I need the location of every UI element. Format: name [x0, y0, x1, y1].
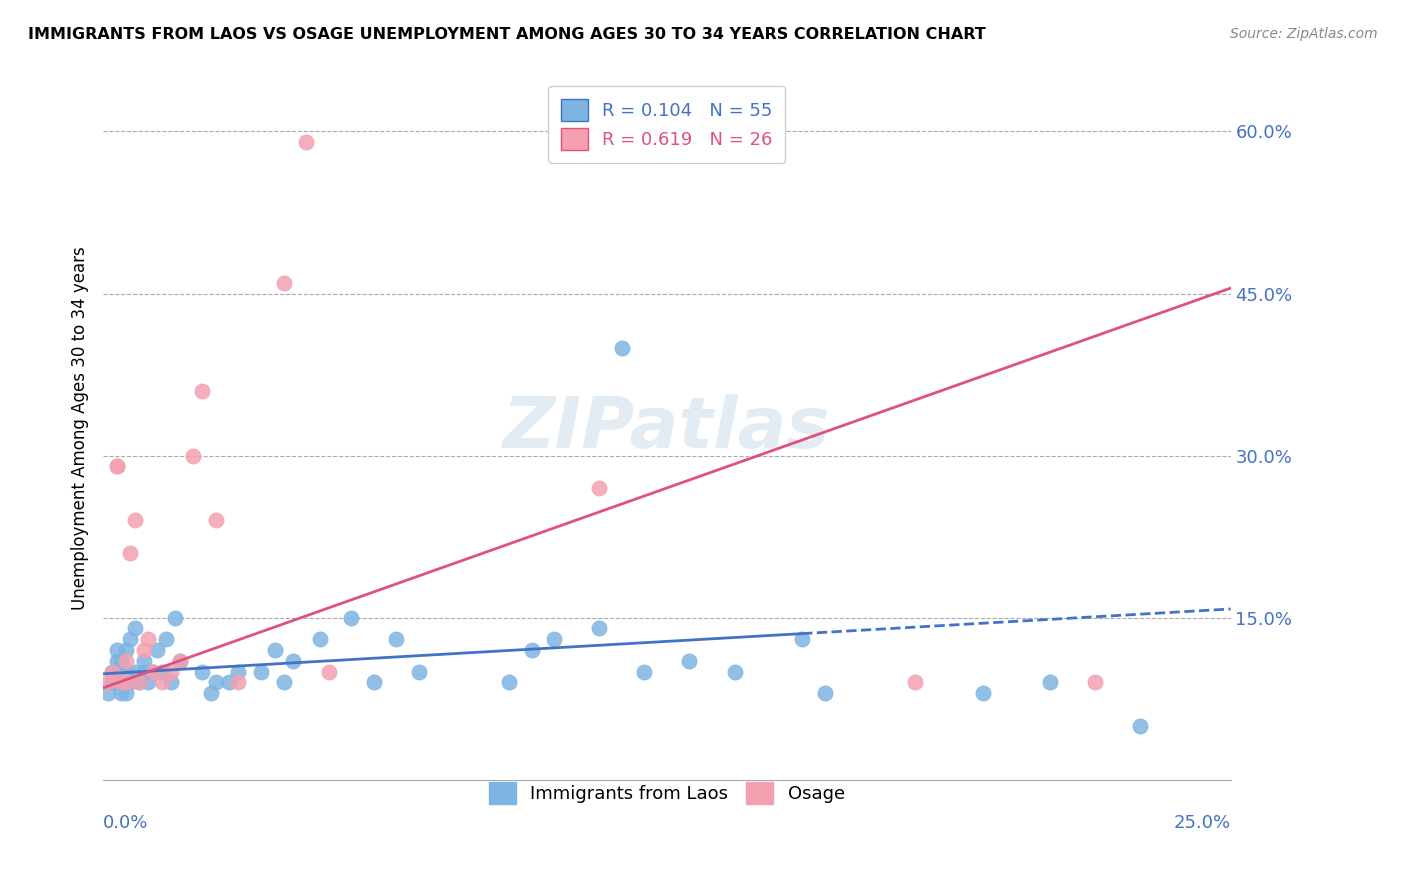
Point [124, 665, 146, 679]
Point [520, 643, 543, 657]
Point [128, 675, 150, 690]
Point [588, 481, 610, 495]
Point [385, 632, 408, 647]
Point [150, 665, 173, 679]
Point [101, 675, 124, 690]
Point [169, 654, 191, 668]
Point [228, 675, 250, 690]
Point [136, 632, 159, 647]
Point [273, 276, 295, 290]
Point [159, 675, 181, 690]
Point [120, 675, 142, 690]
Point [281, 654, 304, 668]
Point [205, 513, 228, 527]
Point [678, 654, 700, 668]
Point [159, 665, 181, 679]
Point [904, 675, 927, 690]
Point [308, 632, 330, 647]
Point [101, 665, 124, 679]
Point [114, 675, 136, 690]
Point [120, 632, 142, 647]
Point [110, 665, 132, 679]
Point [363, 675, 385, 690]
Point [124, 622, 146, 636]
Point [146, 643, 169, 657]
Point [263, 643, 285, 657]
Point [273, 675, 295, 690]
Point [114, 654, 136, 668]
Text: 0.0%: 0.0% [103, 814, 149, 832]
Point [132, 654, 155, 668]
Point [105, 459, 128, 474]
Point [191, 384, 214, 398]
Point [114, 686, 136, 700]
Point [169, 654, 191, 668]
Point [792, 632, 814, 647]
Point [110, 686, 132, 700]
Point [1039, 675, 1062, 690]
Point [340, 610, 363, 624]
Point [723, 665, 745, 679]
Point [972, 686, 994, 700]
Point [200, 686, 222, 700]
Point [124, 513, 146, 527]
Point [132, 665, 155, 679]
Point [498, 675, 520, 690]
Point [114, 675, 136, 690]
Text: ZIPatlas: ZIPatlas [503, 394, 831, 463]
Point [105, 675, 128, 690]
Point [250, 665, 273, 679]
Point [114, 665, 136, 679]
Point [1129, 719, 1152, 733]
Point [183, 449, 205, 463]
Point [132, 643, 155, 657]
Point [110, 675, 132, 690]
Point [105, 654, 128, 668]
Point [543, 632, 565, 647]
Point [610, 341, 633, 355]
Point [110, 654, 132, 668]
Point [128, 675, 150, 690]
Point [191, 665, 214, 679]
Point [633, 665, 655, 679]
Point [165, 610, 187, 624]
Point [136, 675, 159, 690]
Point [155, 632, 177, 647]
Point [120, 546, 142, 560]
Point [105, 459, 128, 474]
Text: IMMIGRANTS FROM LAOS VS OSAGE UNEMPLOYMENT AMONG AGES 30 TO 34 YEARS CORRELATION: IMMIGRANTS FROM LAOS VS OSAGE UNEMPLOYME… [28, 27, 986, 42]
Point [101, 665, 124, 679]
Point [142, 665, 165, 679]
Point [1084, 675, 1107, 690]
Point [142, 665, 165, 679]
Point [318, 665, 340, 679]
Legend: Immigrants from Laos, Osage: Immigrants from Laos, Osage [479, 772, 853, 813]
Point [814, 686, 837, 700]
Text: 25.0%: 25.0% [1174, 814, 1230, 832]
Point [205, 675, 228, 690]
Point [105, 643, 128, 657]
Text: Source: ZipAtlas.com: Source: ZipAtlas.com [1230, 27, 1378, 41]
Point [295, 135, 318, 149]
Point [218, 675, 240, 690]
Point [97, 686, 120, 700]
Point [97, 675, 120, 690]
Point [228, 665, 250, 679]
Point [408, 665, 430, 679]
Point [588, 622, 610, 636]
Point [114, 643, 136, 657]
Point [150, 675, 173, 690]
Y-axis label: Unemployment Among Ages 30 to 34 years: Unemployment Among Ages 30 to 34 years [72, 247, 89, 610]
